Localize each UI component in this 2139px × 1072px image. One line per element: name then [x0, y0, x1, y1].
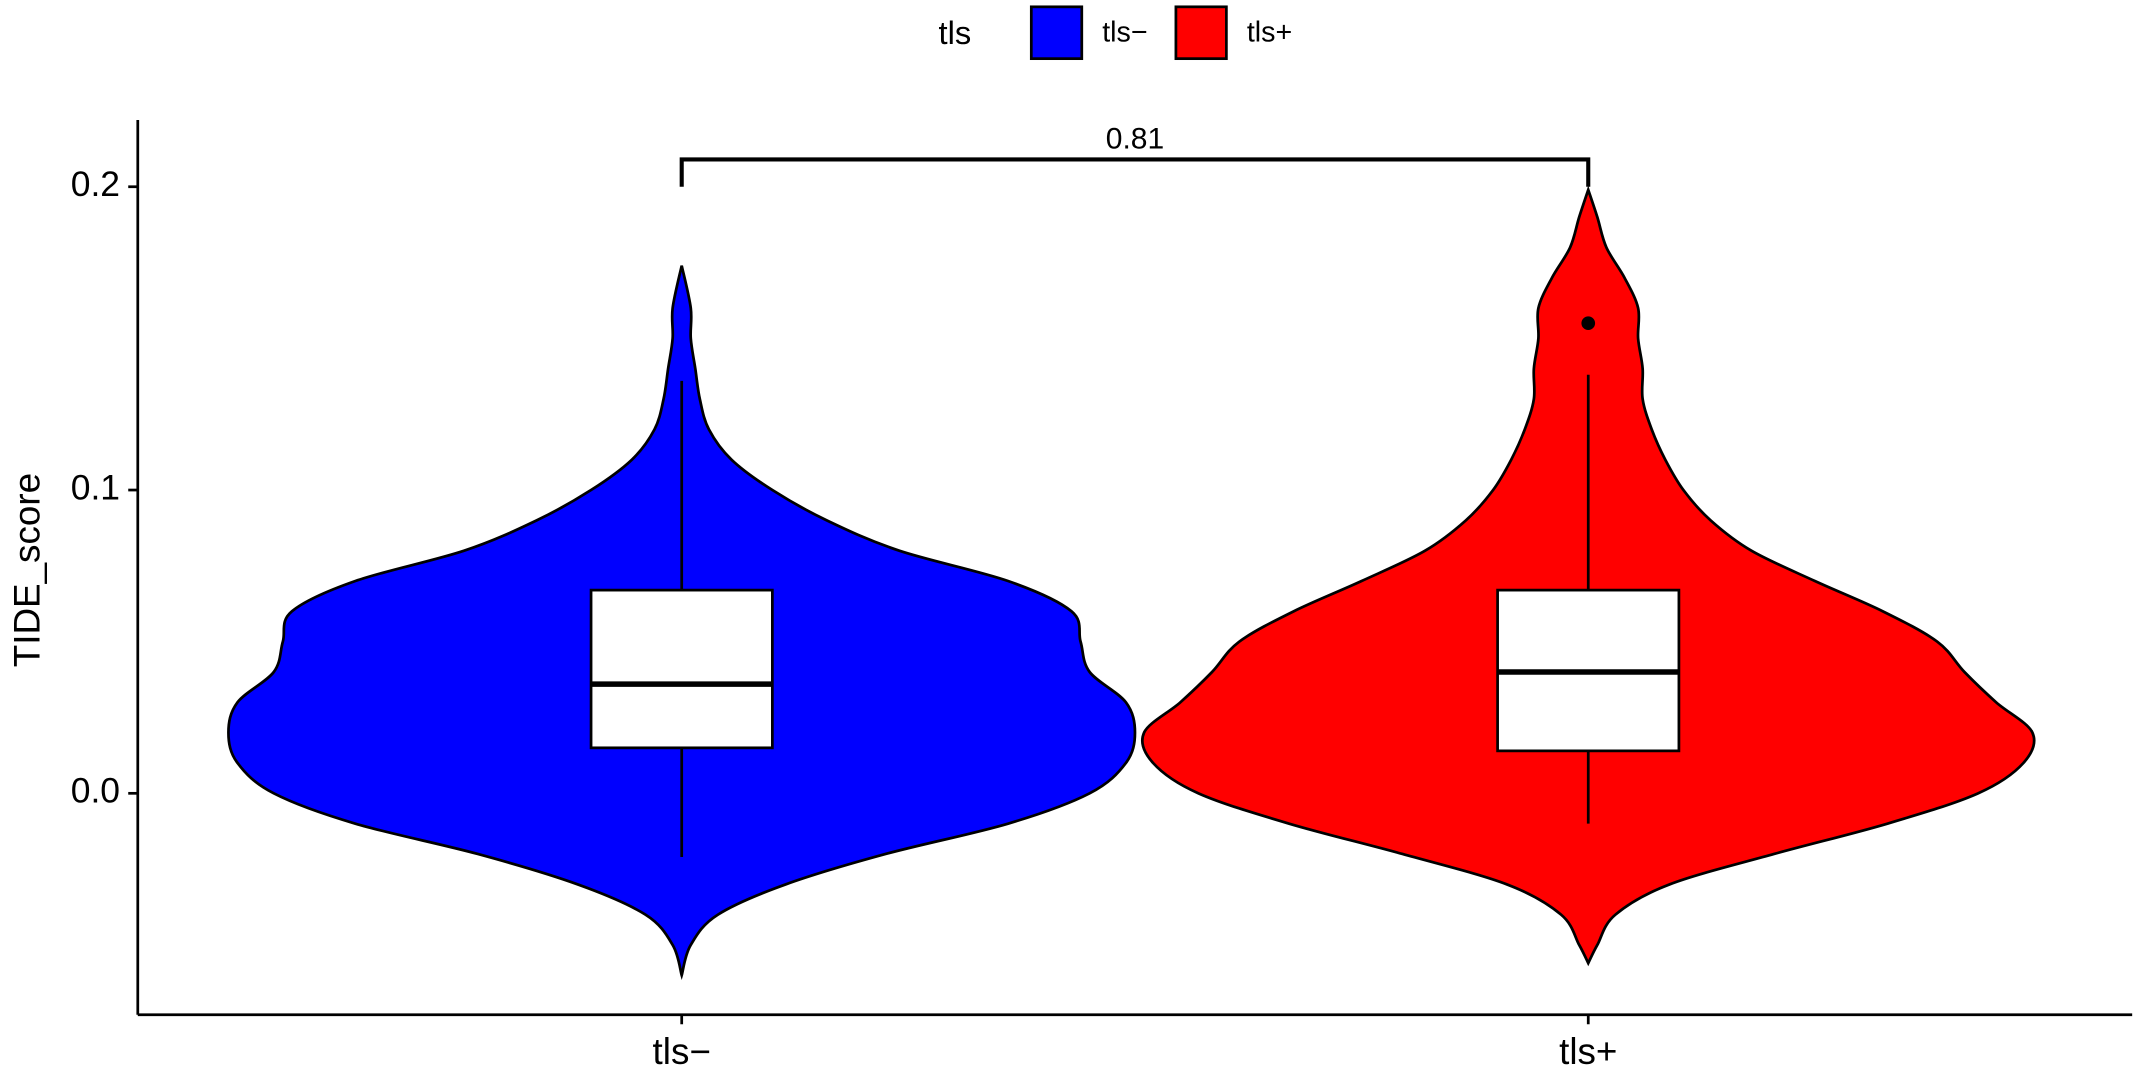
legend-key	[1174, 5, 1228, 61]
y-tick-label: 0.2	[71, 164, 120, 204]
y-tick-label: 0.0	[71, 771, 120, 811]
comparison-bracket	[679, 157, 1591, 187]
x-tick-label: tls+	[1559, 1031, 1617, 1072]
legend-label: tls−	[1102, 17, 1147, 49]
y-tick-label: 0.1	[71, 467, 120, 507]
p-value: 0.81	[1106, 122, 1164, 155]
x-tick-label: tls−	[653, 1031, 711, 1072]
legend-title: tls	[939, 14, 972, 51]
box	[589, 588, 774, 750]
legend-label: tls+	[1247, 17, 1292, 49]
legend-key	[1029, 5, 1084, 61]
outlier	[1581, 316, 1596, 331]
y-axis-title: TIDE_score	[7, 473, 48, 667]
